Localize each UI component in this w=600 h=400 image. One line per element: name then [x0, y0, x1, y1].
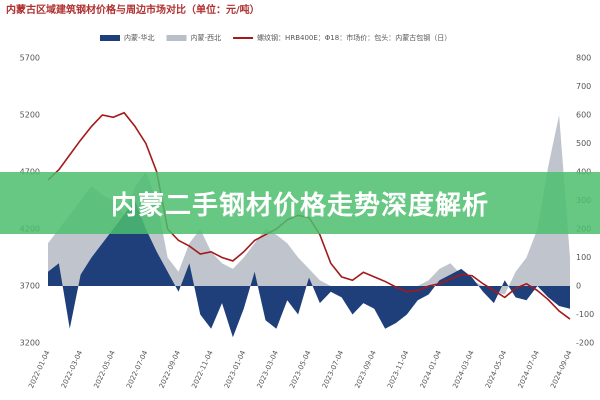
- y2-tick-label: -100: [576, 310, 594, 319]
- x-tick-label: 2024-03-04: [451, 349, 476, 390]
- y-tick-label: 5200: [20, 111, 40, 120]
- x-tick-label: 2024-09-04: [549, 349, 574, 390]
- y-tick-label: 5700: [20, 54, 40, 63]
- x-tick-label: 2023-11-04: [386, 349, 411, 390]
- x-tick-label: 2024-07-04: [517, 349, 542, 390]
- y2-tick-label: 500: [576, 139, 591, 148]
- banner: 内蒙二手钢材价格走势深度解析: [0, 172, 600, 234]
- x-tick-label: 2023-05-04: [288, 349, 313, 390]
- legend-label: 内蒙-西北: [191, 33, 222, 42]
- legend-label: 螺纹钢：HRB400E：Φ18：市场价：包头：内蒙古包钢（日）: [257, 33, 451, 42]
- x-tick-label: 2022-09-04: [158, 349, 183, 390]
- y-tick-label: 3700: [20, 282, 40, 291]
- y2-tick-label: 800: [576, 54, 591, 63]
- x-tick-label: 2022-05-04: [92, 349, 117, 390]
- y2-tick-label: 100: [576, 253, 591, 262]
- x-tick-label: 2022-03-04: [60, 349, 85, 390]
- y2-tick-label: 600: [576, 111, 591, 120]
- y2-tick-label: 0: [576, 282, 581, 291]
- legend-swatch: [166, 35, 187, 41]
- x-tick-label: 2024-01-04: [419, 349, 444, 390]
- x-tick-label: 2023-09-04: [353, 349, 378, 390]
- y2-tick-label: -200: [576, 339, 594, 348]
- x-tick-label: 2023-07-04: [321, 349, 346, 390]
- y-tick-label: 3200: [20, 339, 40, 348]
- chart-title: 内蒙古区域建筑钢材价格与周边市场对比（单位：元/吨）: [6, 3, 260, 16]
- x-tick-label: 2022-11-04: [190, 349, 215, 390]
- area: [48, 200, 570, 338]
- x-tick-label: 2023-01-04: [223, 349, 248, 390]
- y2-tick-label: 700: [576, 82, 591, 91]
- x-tick-label: 2023-03-04: [256, 349, 281, 390]
- legend-label: 内蒙-华北: [124, 33, 155, 42]
- x-tick-label: 2022-07-04: [125, 349, 150, 390]
- x-tick-label: 2022-01-04: [27, 349, 52, 390]
- x-tick-label: 2024-05-04: [484, 349, 509, 390]
- legend-swatch: [100, 35, 120, 41]
